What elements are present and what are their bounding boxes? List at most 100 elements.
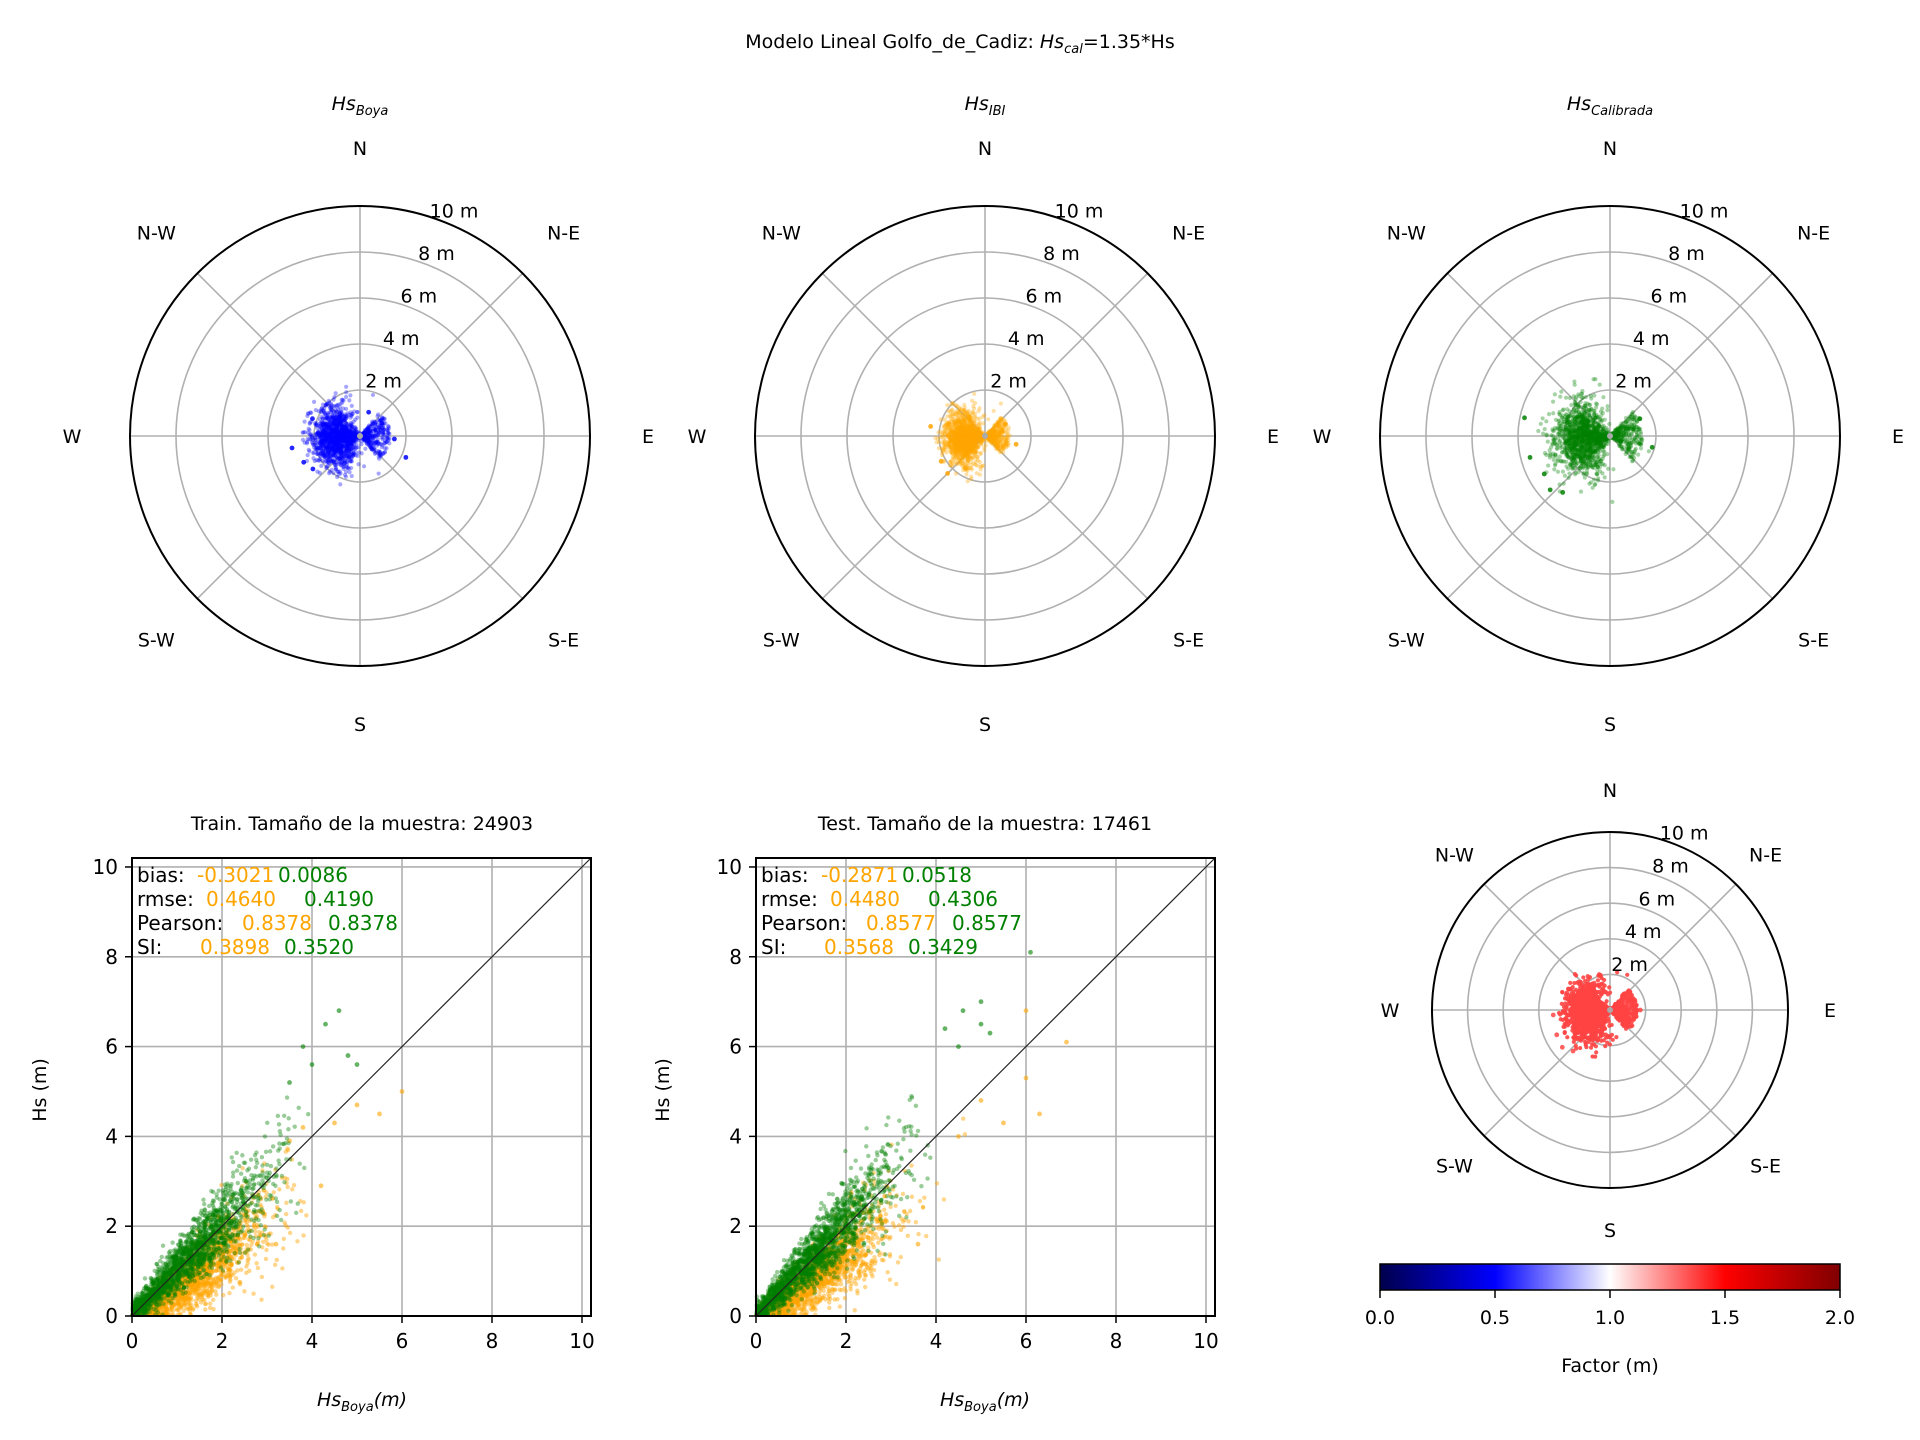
- polar-point: [1593, 482, 1598, 487]
- polar-point: [322, 440, 328, 445]
- polar-point: [335, 426, 340, 431]
- direction-label: S: [1604, 714, 1616, 736]
- polar-point: [1580, 435, 1585, 440]
- polar-point: [946, 408, 951, 414]
- polar-point: [305, 453, 310, 458]
- polar-point: [994, 447, 999, 452]
- polar-point: [330, 415, 335, 420]
- polar-point: [332, 430, 337, 435]
- polar-point: [1569, 429, 1574, 434]
- polar-point: [1560, 489, 1566, 495]
- polar-point: [966, 457, 971, 462]
- polar-point: [340, 444, 345, 449]
- polar-point: [347, 448, 352, 453]
- polar-point: [989, 439, 995, 444]
- polar-point: [995, 438, 1000, 443]
- polar-point: [309, 435, 314, 440]
- polar-point: [1558, 459, 1564, 464]
- scatter-point: [263, 1256, 269, 1262]
- polar-point: [336, 443, 341, 448]
- polar-point: [322, 422, 327, 428]
- polar-point: [341, 398, 346, 403]
- polar-point: [337, 411, 342, 416]
- polar-point: [1605, 408, 1610, 413]
- direction-label: W: [63, 426, 82, 448]
- polar-point: [289, 445, 295, 451]
- polar-point: [1565, 433, 1570, 438]
- polar-point: [332, 394, 337, 400]
- polar-point: [955, 417, 960, 422]
- polar-point: [1575, 434, 1580, 439]
- direction-label: N-W: [762, 222, 801, 244]
- polar-point: [348, 393, 353, 398]
- radial-tick-label: 4 m: [1008, 328, 1045, 350]
- polar-point: [331, 452, 336, 458]
- polar-point: [1542, 451, 1548, 456]
- polar-point: [342, 461, 347, 467]
- polar-spoke: [359, 272, 524, 437]
- polar-point: [1579, 391, 1585, 397]
- direction-label: S-W: [138, 630, 175, 652]
- polar-point: [981, 421, 986, 426]
- polar-point: [960, 461, 965, 466]
- polar-point: [1578, 399, 1583, 405]
- polar-point: [348, 445, 353, 450]
- polar-point: [324, 430, 329, 435]
- polar-point: [352, 442, 357, 447]
- polar-point: [345, 456, 350, 461]
- polar-point: [340, 426, 345, 431]
- polar-point: [1006, 438, 1011, 443]
- polar-point: [329, 440, 334, 445]
- polar-point: [1571, 435, 1576, 440]
- polar-point: [1557, 409, 1562, 415]
- scatter-title: Train. Tamaño de la muestra: 24903: [190, 813, 533, 835]
- polar-point: [1637, 441, 1642, 446]
- radial-tick-label: 6 m: [1650, 286, 1687, 308]
- direction-label: E: [1892, 426, 1904, 448]
- polar-ring: [221, 297, 499, 575]
- radial-tick-label: 4 m: [383, 328, 420, 350]
- polar-point: [328, 447, 333, 452]
- polar-point: [327, 424, 333, 429]
- polar-point: [338, 421, 343, 426]
- polar-point: [1550, 433, 1555, 439]
- polar-point: [972, 391, 977, 396]
- polar-point: [379, 420, 385, 426]
- polar-point: [948, 448, 953, 453]
- polar-point: [1552, 438, 1557, 443]
- polar-point: [352, 425, 357, 430]
- polar-point: [972, 419, 977, 424]
- polar-point: [306, 447, 311, 452]
- polar-point: [946, 435, 952, 441]
- polar-point: [344, 425, 349, 430]
- polar-point: [1607, 421, 1612, 427]
- polar-point: [310, 416, 315, 422]
- polar-point: [329, 467, 334, 473]
- polar-point: [1599, 461, 1604, 467]
- direction-label: S-E: [1798, 630, 1829, 652]
- polar-point: [348, 435, 354, 440]
- polar-point: [1569, 422, 1574, 428]
- polar-point: [345, 453, 350, 458]
- polar-point: [976, 444, 981, 450]
- polar-point: [1590, 485, 1595, 490]
- polar-point: [1563, 450, 1568, 455]
- polar-point: [982, 448, 987, 453]
- polar-point: [339, 463, 344, 468]
- polar-point: [321, 430, 326, 435]
- polar-point: [954, 462, 959, 467]
- polar-point: [345, 435, 351, 441]
- polar-point: [942, 417, 947, 422]
- polar-point: [1610, 499, 1615, 504]
- polar-point: [1552, 467, 1557, 472]
- polar-point: [950, 400, 955, 405]
- polar-point: [335, 423, 340, 428]
- direction-label: E: [1267, 426, 1279, 448]
- polar-point: [968, 445, 974, 450]
- polar-point: [348, 431, 353, 437]
- polar-point: [341, 425, 346, 430]
- polar-point: [377, 452, 382, 457]
- polar-point: [1581, 450, 1587, 455]
- polar-point: [326, 432, 332, 437]
- polar-point: [963, 452, 968, 458]
